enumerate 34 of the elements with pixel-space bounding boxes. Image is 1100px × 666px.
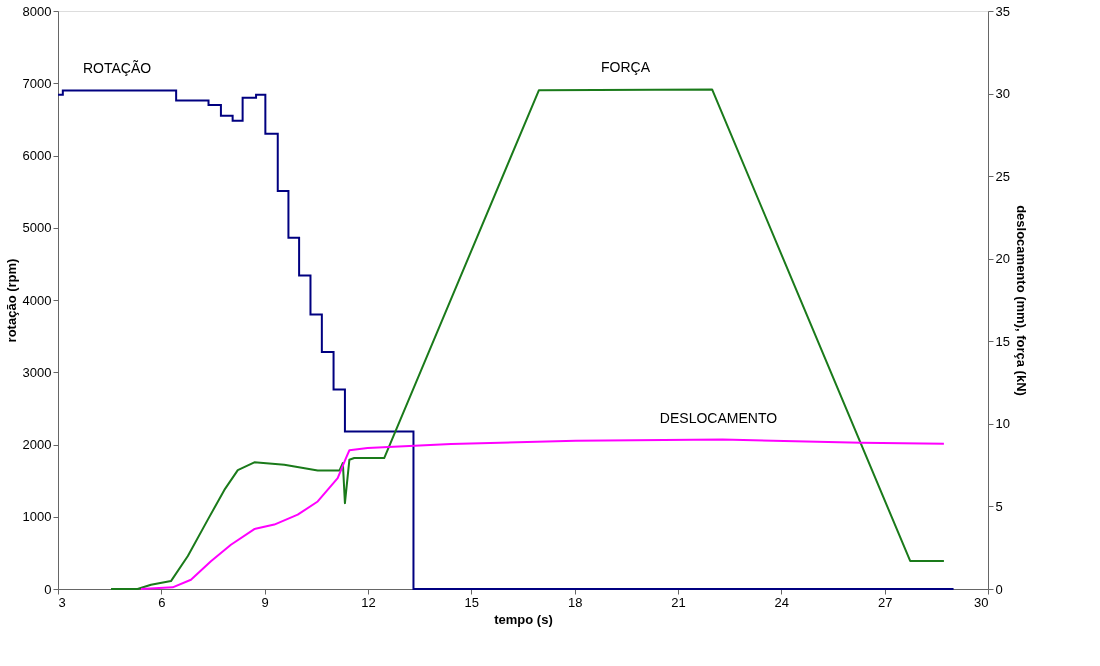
y2-axis-title: deslocamento (mm), força (kN): [1013, 205, 1029, 396]
y2-tick-label: 35: [995, 3, 1010, 19]
y2-tick-label: 0: [995, 581, 1003, 597]
y-tick-label: 8000: [22, 3, 52, 19]
y-tick-label: 6000: [22, 148, 52, 163]
series-label: FORÇA: [600, 59, 651, 76]
y-tick-label: 5000: [22, 220, 52, 236]
x-tick-label: 18: [567, 594, 583, 610]
y2-tick-label: 25: [995, 168, 1010, 184]
y2-tick-label: 20: [995, 251, 1010, 267]
x-tick-label: 3: [58, 594, 66, 610]
y2-tick-label: 10: [995, 416, 1010, 432]
y-axis-title: rotação (rpm): [3, 258, 19, 343]
x-tick-label: 6: [158, 594, 166, 610]
x-tick-label: 12: [361, 594, 376, 610]
y-tick-label: 7000: [22, 75, 52, 91]
y2-tick-label: 5: [995, 498, 1003, 514]
y-tick-label: 0: [44, 581, 52, 597]
x-tick-label: 30: [974, 594, 989, 610]
y2-tick-label: 30: [995, 86, 1010, 102]
x-tick-label: 9: [261, 594, 269, 610]
x-axis-title: tempo (s): [494, 611, 553, 627]
x-tick-label: 15: [464, 594, 480, 610]
x-tick-label: 24: [774, 594, 790, 610]
y-tick-label: 4000: [22, 292, 52, 308]
x-tick-label: 21: [671, 594, 686, 610]
y2-tick-label: 15: [995, 333, 1010, 349]
y-tick-label: 1000: [22, 509, 52, 525]
series-label: ROTAÇÃO: [82, 60, 152, 77]
line-series: [140, 438, 945, 590]
series-label: DESLOCAMENTO: [659, 409, 778, 426]
x-tick-label: 27: [877, 594, 893, 610]
y-tick-label: 2000: [22, 437, 52, 452]
y-tick-label: 3000: [22, 364, 52, 380]
